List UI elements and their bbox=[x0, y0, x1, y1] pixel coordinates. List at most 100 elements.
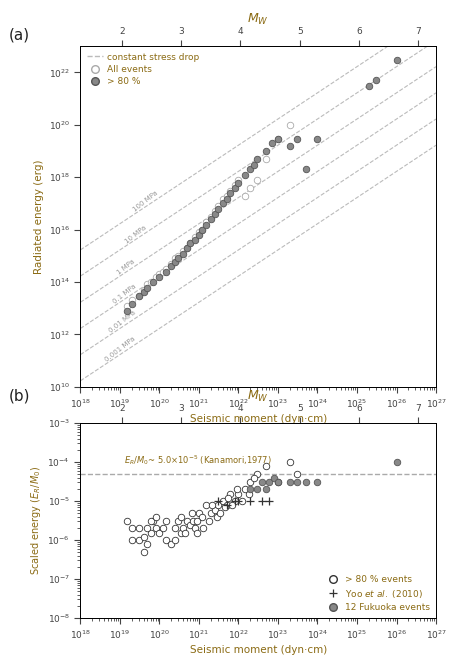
Text: 0.1 MPa: 0.1 MPa bbox=[112, 284, 138, 305]
Point bbox=[268, 138, 275, 149]
Point bbox=[174, 253, 182, 264]
Point bbox=[140, 284, 147, 295]
Point bbox=[223, 190, 230, 201]
Point bbox=[128, 298, 135, 309]
Point bbox=[186, 238, 194, 249]
Point bbox=[223, 500, 230, 510]
Point bbox=[263, 145, 270, 156]
Point bbox=[213, 511, 220, 522]
Point bbox=[274, 134, 282, 144]
Point bbox=[293, 477, 301, 488]
Point bbox=[177, 528, 185, 539]
Point bbox=[217, 508, 224, 518]
Point bbox=[286, 141, 293, 151]
X-axis label: Seismic moment (dyn·cm): Seismic moment (dyn·cm) bbox=[190, 645, 327, 655]
Point bbox=[231, 496, 238, 506]
Point bbox=[171, 523, 179, 533]
Point bbox=[246, 477, 254, 488]
Point bbox=[135, 290, 142, 301]
Point bbox=[168, 539, 175, 549]
Point bbox=[188, 508, 195, 518]
Point bbox=[302, 477, 309, 488]
Text: (b): (b) bbox=[9, 389, 31, 403]
Point bbox=[242, 170, 249, 180]
Point bbox=[189, 516, 196, 527]
Point bbox=[159, 266, 166, 277]
Point bbox=[219, 194, 226, 204]
Point bbox=[202, 219, 209, 230]
Point bbox=[393, 55, 400, 65]
Point bbox=[144, 282, 151, 293]
Point bbox=[168, 258, 175, 269]
Point bbox=[207, 508, 214, 518]
Point bbox=[181, 528, 189, 539]
Point bbox=[274, 477, 282, 488]
Point bbox=[286, 457, 293, 467]
Point bbox=[207, 212, 214, 222]
Point bbox=[258, 496, 266, 506]
Point bbox=[235, 175, 242, 185]
Point bbox=[147, 277, 154, 288]
Point bbox=[152, 272, 159, 283]
Legend: > 80 % events, Yoo $\it{et\ al.}$ (2010), 12 Fukuoka events: > 80 % events, Yoo $\it{et\ al.}$ (2010)… bbox=[325, 574, 431, 613]
Point bbox=[219, 198, 226, 209]
Point bbox=[123, 305, 130, 316]
Point bbox=[211, 208, 218, 219]
Point bbox=[226, 489, 233, 500]
Text: 0.01 MPa: 0.01 MPa bbox=[108, 309, 137, 334]
Point bbox=[198, 511, 206, 522]
Point bbox=[162, 264, 170, 275]
Point bbox=[205, 516, 213, 527]
Point bbox=[177, 511, 185, 522]
Point bbox=[242, 484, 249, 494]
Point bbox=[193, 528, 201, 539]
Point bbox=[202, 216, 209, 227]
Point bbox=[223, 194, 230, 204]
Point bbox=[246, 484, 254, 494]
Point bbox=[183, 243, 190, 253]
Point bbox=[231, 496, 238, 506]
Point bbox=[123, 516, 130, 527]
Point bbox=[152, 523, 159, 533]
Point bbox=[235, 178, 242, 188]
Point bbox=[183, 516, 190, 527]
Point bbox=[156, 528, 163, 539]
Point bbox=[235, 489, 242, 500]
Point bbox=[231, 180, 238, 190]
Point bbox=[286, 477, 293, 488]
Point bbox=[162, 535, 170, 545]
Point bbox=[123, 301, 130, 311]
Point bbox=[231, 182, 238, 193]
Point bbox=[233, 484, 241, 494]
Y-axis label: Scaled energy ($E_R/M_0$): Scaled energy ($E_R/M_0$) bbox=[29, 466, 43, 575]
Point bbox=[265, 477, 273, 488]
Point bbox=[128, 523, 135, 533]
Text: 10 MPa: 10 MPa bbox=[124, 225, 148, 245]
Point bbox=[254, 484, 261, 494]
Text: (a): (a) bbox=[9, 28, 30, 43]
Point bbox=[314, 477, 321, 488]
Point bbox=[207, 214, 214, 225]
Point bbox=[365, 81, 373, 91]
Point bbox=[179, 523, 187, 533]
X-axis label: Seismic moment (dyn·cm): Seismic moment (dyn·cm) bbox=[190, 414, 327, 424]
Point bbox=[254, 153, 261, 164]
Point bbox=[270, 472, 278, 483]
Point bbox=[171, 535, 179, 545]
Point bbox=[286, 120, 293, 130]
Point bbox=[144, 279, 151, 290]
Point bbox=[209, 500, 216, 510]
Point bbox=[140, 531, 147, 542]
Point bbox=[147, 528, 154, 539]
Point bbox=[152, 511, 159, 522]
Point bbox=[147, 516, 154, 527]
Point bbox=[214, 496, 221, 506]
Point bbox=[195, 508, 202, 518]
Point bbox=[214, 500, 221, 510]
Point bbox=[393, 457, 400, 467]
Point bbox=[221, 502, 229, 512]
Point bbox=[140, 287, 147, 297]
Point bbox=[179, 249, 187, 259]
Point bbox=[293, 469, 301, 479]
Point bbox=[159, 523, 166, 533]
